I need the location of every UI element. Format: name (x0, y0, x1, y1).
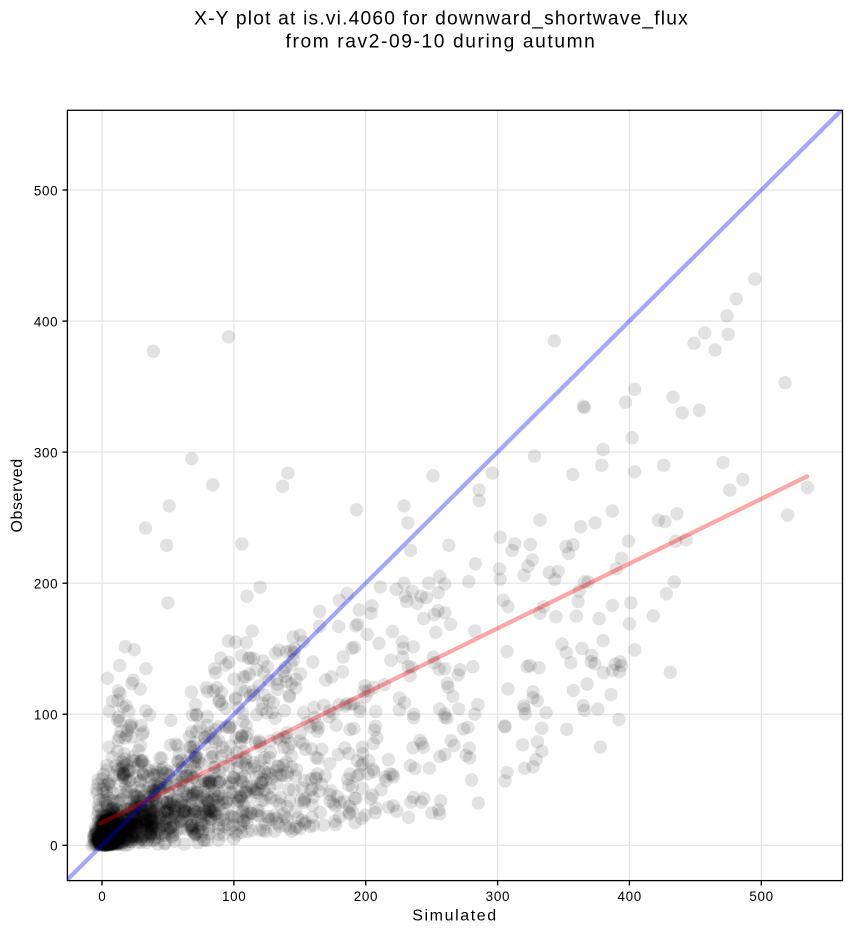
svg-text:0: 0 (50, 839, 58, 854)
svg-text:400: 400 (34, 315, 58, 330)
svg-text:400: 400 (617, 889, 641, 904)
svg-text:500: 500 (34, 183, 58, 198)
svg-text:500: 500 (749, 889, 773, 904)
svg-text:100: 100 (222, 889, 246, 904)
svg-text:X-Y plot at is.vi.4060 for dow: X-Y plot at is.vi.4060 for downward_shor… (194, 9, 689, 30)
svg-text:200: 200 (34, 577, 58, 592)
svg-text:200: 200 (354, 889, 378, 904)
svg-text:Observed: Observed (9, 458, 26, 532)
svg-text:100: 100 (34, 708, 58, 723)
svg-text:300: 300 (34, 446, 58, 461)
svg-text:0: 0 (98, 889, 106, 904)
svg-text:from rav2-09-10 during autumn: from rav2-09-10 during autumn (286, 32, 597, 53)
svg-text:Simulated: Simulated (412, 908, 498, 925)
svg-text:300: 300 (486, 889, 510, 904)
